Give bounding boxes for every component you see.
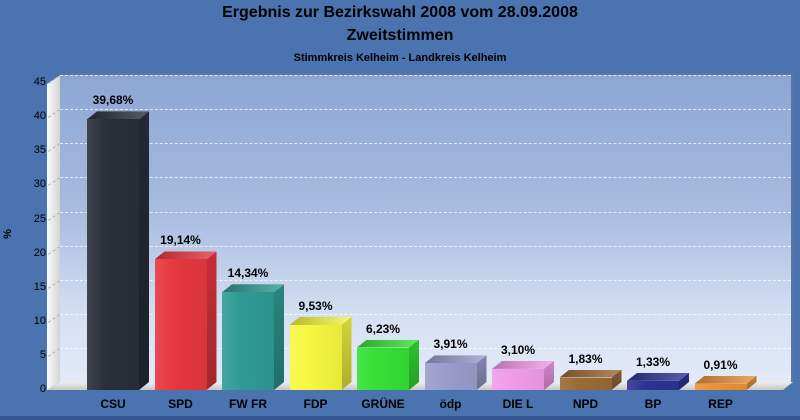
bar-csu-side [139, 111, 149, 390]
value-label-csu: 39,68% [92, 93, 134, 108]
y-tick-label-0: 0 [39, 383, 46, 395]
bar-grune-top [357, 339, 419, 348]
gridline-40 [60, 109, 791, 111]
bar-fw-fr-front [222, 292, 274, 390]
category-label-fdp: FDP [303, 397, 328, 411]
bar-rep-front [694, 383, 747, 390]
category-label-fw-fr: FW FR [229, 397, 267, 411]
category-label-rep: REP [708, 397, 733, 411]
bar-bp-side [679, 372, 689, 390]
bar-npd-front [559, 377, 612, 390]
gridline-45 [60, 75, 791, 77]
y-tick-label-30: 30 [33, 178, 46, 191]
value-label-fw-fr: 14,34% [227, 266, 269, 281]
bar-odp-side [476, 355, 487, 390]
bar-fw-fr-side [274, 284, 284, 390]
y-tick-label-15: 15 [33, 280, 46, 293]
bar-spd-top [154, 251, 217, 260]
gridline-20 [60, 245, 791, 247]
category-label-csu: CSU [100, 397, 126, 411]
bar-bp-front [627, 380, 679, 390]
plot-left-wall [47, 75, 60, 390]
value-label-die-l: 3,10% [500, 342, 536, 357]
bar-die-l-side [544, 360, 554, 390]
category-label-npd: NPD [572, 397, 599, 411]
y-tick-label-25: 25 [33, 212, 46, 225]
y-tick-label-45: 45 [33, 76, 46, 89]
value-label-npd: 1,83% [568, 351, 603, 366]
bottom-edge [0, 416, 800, 420]
bar-rep-side [746, 375, 757, 390]
bar-csu-front [87, 119, 139, 390]
value-label-grune: 6,23% [365, 321, 401, 336]
bar-fdp-top [289, 317, 352, 325]
bar-bp-top [627, 372, 689, 381]
bar-fw-fr-top [222, 284, 284, 293]
bar-csu-top [87, 111, 149, 120]
plot-floor [47, 382, 793, 390]
gridline-5 [60, 347, 791, 349]
bar-npd-top [559, 369, 622, 378]
chart-subtitle: Zweitstimmen [346, 27, 454, 44]
bar-fdp-front [289, 325, 342, 390]
value-label-odp: 3,91% [433, 337, 468, 352]
gridline-30 [60, 177, 791, 179]
chart-title: Ergebnis zur Bezirkswahl 2008 vom 28.09.… [222, 4, 578, 21]
value-label-bp: 1,33% [635, 354, 671, 369]
bar-grune-front [357, 347, 409, 390]
y-tick-label-5: 5 [39, 348, 46, 361]
value-label-spd: 19,14% [160, 233, 201, 248]
gridline-25 [60, 211, 791, 213]
category-label-grune: GRÜNE [361, 397, 405, 411]
category-label-bp: BP [644, 397, 662, 411]
bar-fdp-side [341, 317, 352, 390]
y-tick-label-20: 20 [33, 246, 46, 259]
category-label-die-l: DIE L [502, 397, 534, 411]
gridline-15 [60, 279, 791, 281]
bar-grune-side [409, 339, 419, 390]
gridline-10 [60, 313, 791, 315]
chart-region-subtitle: Stimmkreis Kelheim - Landkreis Kelheim [293, 52, 507, 64]
bar-die-l-front [492, 368, 544, 390]
bar-odp-top [424, 355, 487, 364]
gridline-35 [60, 143, 791, 145]
bar-npd-side [611, 369, 622, 390]
value-label-rep: 0,91% [703, 357, 738, 372]
category-label-odp: ödp [439, 397, 462, 411]
bar-die-l-top [492, 360, 554, 369]
value-label-fdp: 9,53% [298, 299, 333, 313]
category-label-spd: SPD [168, 397, 193, 411]
y-tick-label-40: 40 [33, 110, 46, 123]
bar-spd-side [206, 251, 217, 390]
bar-spd-front [154, 259, 207, 390]
y-tick-label-35: 35 [33, 144, 46, 157]
y-tick-label-10: 10 [33, 314, 46, 327]
bar-rep-top [694, 375, 757, 384]
bar-odp-front [424, 363, 477, 390]
